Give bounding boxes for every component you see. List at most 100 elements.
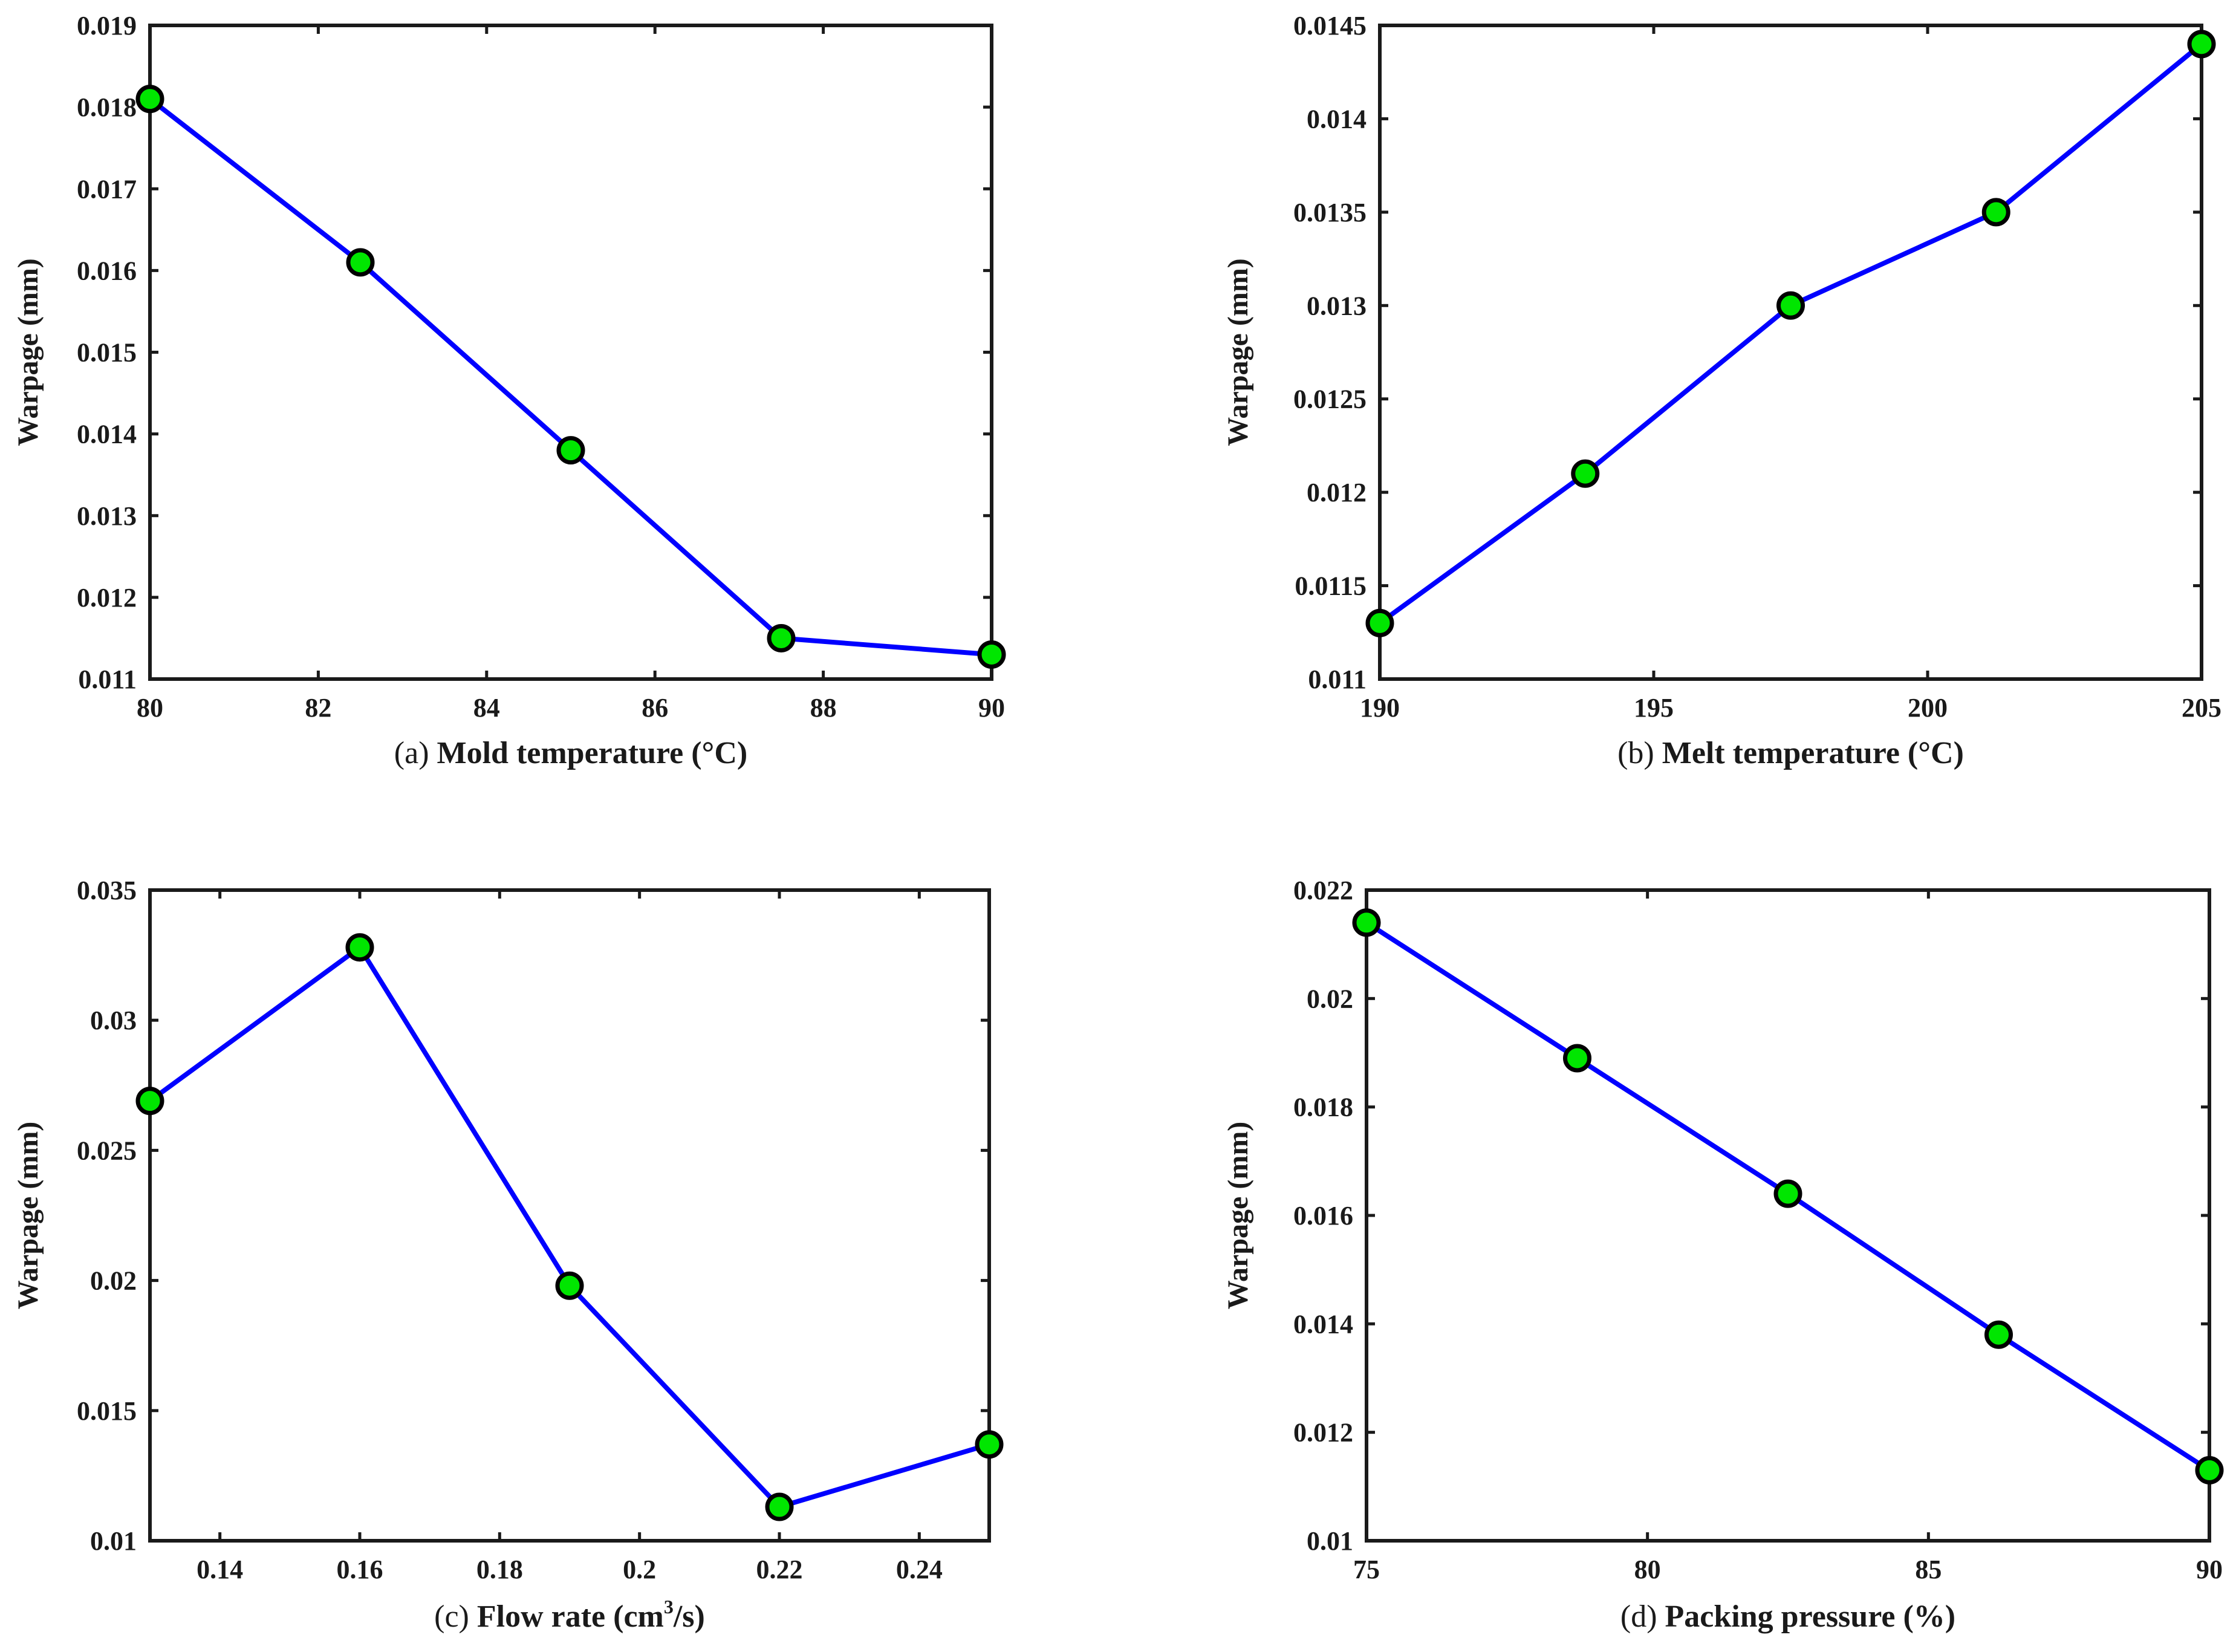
- y-tick-label: 0.0115: [1295, 571, 1367, 601]
- caption-panel-letter: (d): [1620, 1599, 1665, 1634]
- panel-d-packing-pressure: 75 80 85 90 0.01 0.012 0.014 0.016 0.018 0.02 0.02…: [1222, 876, 2224, 1634]
- caption-panel-letter: (c): [434, 1599, 477, 1634]
- x-axis-unit-superscript: 3: [664, 1596, 674, 1618]
- data-point: [975, 1430, 1004, 1459]
- y-tick-label: 0.02: [1307, 984, 1353, 1013]
- x-axis-label: Packing pressure: [1665, 1599, 1903, 1634]
- y-tick-label: 0.0145: [1293, 11, 1367, 41]
- data-point: [345, 933, 374, 962]
- y-axis-label: Warpage (mm): [12, 258, 44, 446]
- data-point: [765, 1492, 794, 1521]
- x-tick-label: 82: [305, 693, 331, 723]
- x-axis-caption: (b) Melt temperature (°C): [1617, 736, 1964, 770]
- x-axis-label: Melt temperature: [1662, 736, 1908, 770]
- y-tick-label: 0.015: [77, 1396, 137, 1426]
- data-point: [346, 248, 375, 277]
- x-tick-label: 88: [810, 693, 837, 723]
- y-tick-label: 0.016: [1293, 1201, 1353, 1231]
- x-tick-label: 205: [2182, 693, 2221, 723]
- x-tick-label: 0.14: [197, 1555, 243, 1584]
- x-tick-label: 86: [642, 693, 668, 723]
- y-tick-label: 0.025: [77, 1136, 137, 1165]
- x-tick-label: 0.24: [896, 1555, 943, 1584]
- data-point: [135, 85, 164, 114]
- data-point: [1984, 1320, 2013, 1349]
- x-tick-label: 200: [1908, 693, 1948, 723]
- plot-frame: [148, 24, 993, 681]
- data-point: [1776, 291, 1805, 320]
- x-axis-caption: (c) Flow rate (cm3/s): [434, 1596, 705, 1634]
- data-point: [2195, 1455, 2224, 1485]
- y-tick-label: 0.019: [77, 11, 137, 41]
- y-tick-label: 0.013: [1307, 291, 1367, 320]
- y-tick-label: 0.012: [1293, 1418, 1353, 1448]
- y-tick-label: 0.011: [1308, 665, 1367, 694]
- x-tick-label: 0.18: [476, 1555, 523, 1584]
- x-tick-label: 190: [1360, 693, 1400, 723]
- plot-frame: [148, 888, 991, 1543]
- caption-panel-letter: (a): [394, 736, 437, 770]
- x-axis-caption: (d) Packing pressure (%): [1620, 1599, 1955, 1634]
- x-axis-unit: (°C): [1908, 736, 1964, 770]
- y-tick-label: 0.015: [77, 338, 137, 368]
- y-tick-label: 0.022: [1293, 876, 1353, 905]
- caption-panel-letter: (b): [1617, 736, 1662, 770]
- y-tick-label: 0.014: [1293, 1309, 1353, 1339]
- x-tick-label: 90: [978, 693, 1005, 723]
- plot-frame: [1365, 888, 2211, 1543]
- x-tick-label: 0.22: [756, 1555, 803, 1584]
- y-axis-label: Warpage (mm): [12, 1122, 44, 1310]
- data-point: [1563, 1044, 1591, 1073]
- x-tick-label: 195: [1634, 693, 1674, 723]
- panel-a-mold-temperature: 80 82 84 86 88 90 0.011 0.012 0.013 0.014 0.015 0.0…: [12, 11, 1006, 770]
- data-point: [2187, 30, 2216, 59]
- x-axis-label: Flow rate: [477, 1599, 613, 1634]
- data-point: [1352, 908, 1381, 937]
- data-point: [556, 436, 585, 465]
- x-tick-label: 90: [2196, 1555, 2223, 1584]
- y-tick-label: 0.02: [90, 1266, 137, 1296]
- y-tick-label: 0.018: [1293, 1093, 1353, 1122]
- y-tick-label: 0.014: [77, 420, 137, 449]
- y-axis-label: Warpage (mm): [1222, 1122, 1254, 1310]
- y-tick-label: 0.012: [1307, 478, 1367, 507]
- panel-b-melt-temperature: 190 195 200 205 0.011 0.0115 0.012 0.0125 0.013 0…: [1222, 11, 2221, 770]
- x-axis-caption: (a) Mold temperature (°C): [394, 736, 747, 770]
- x-axis-unit-suffix: /s): [673, 1599, 705, 1634]
- data-point: [767, 623, 796, 652]
- series-line: [1378, 42, 2203, 625]
- y-tick-label: 0.01: [90, 1526, 137, 1556]
- data-point: [977, 640, 1006, 669]
- data-point: [1365, 608, 1394, 637]
- y-tick-label: 0.018: [77, 93, 137, 122]
- y-tick-label: 0.03: [90, 1006, 137, 1035]
- x-tick-label: 0.2: [623, 1555, 656, 1584]
- data-point: [135, 1087, 164, 1116]
- series-line: [148, 97, 992, 657]
- panel-c-flow-rate: 0.14 0.16 0.18 0.2 0.22 0.24 0.01 0.015 0.02 0.02…: [12, 876, 1004, 1634]
- y-axis-label: Warpage (mm): [1222, 258, 1254, 446]
- y-tick-label: 0.01: [1307, 1526, 1353, 1556]
- y-tick-label: 0.016: [77, 256, 137, 285]
- y-tick-label: 0.035: [77, 876, 137, 905]
- y-tick-label: 0.014: [1307, 104, 1367, 134]
- y-tick-label: 0.017: [77, 174, 137, 204]
- x-tick-label: 80: [137, 693, 163, 723]
- data-point: [1981, 198, 2010, 227]
- y-tick-label: 0.011: [78, 665, 137, 694]
- x-tick-label: 84: [473, 693, 500, 723]
- x-axis-unit: (%): [1903, 1599, 1955, 1634]
- y-tick-label: 0.012: [77, 583, 137, 613]
- x-tick-label: 80: [1634, 1555, 1661, 1584]
- x-axis-unit: (°C): [691, 736, 747, 770]
- y-tick-label: 0.0135: [1293, 198, 1367, 227]
- x-tick-label: 0.16: [337, 1555, 383, 1584]
- plot-frame: [1378, 24, 2203, 681]
- y-tick-label: 0.013: [77, 501, 137, 531]
- data-point: [555, 1271, 584, 1300]
- x-axis-unit: (cm: [613, 1599, 664, 1634]
- x-axis-label: Mold temperature: [437, 736, 692, 770]
- data-point: [1773, 1179, 1802, 1208]
- data-point: [1571, 459, 1600, 488]
